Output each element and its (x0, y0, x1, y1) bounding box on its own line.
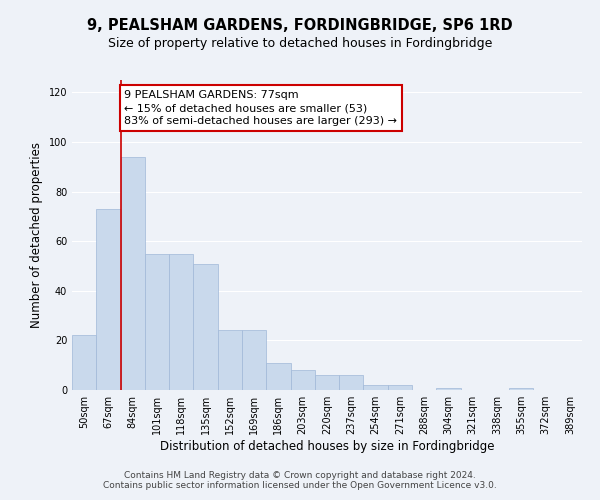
Bar (121, 157, 145, 390)
Text: Size of property relative to detached houses in Fordingbridge: Size of property relative to detached ho… (108, 38, 492, 51)
Bar (388, 385, 412, 390)
Bar (72, 336, 96, 390)
Bar (218, 330, 242, 390)
Bar (193, 264, 218, 390)
Bar (290, 370, 315, 390)
Bar (315, 375, 339, 390)
Bar (145, 254, 169, 390)
Bar (266, 362, 290, 390)
Bar (339, 375, 364, 390)
Bar (242, 330, 266, 390)
Bar (509, 388, 533, 390)
Text: 9, PEALSHAM GARDENS, FORDINGBRIDGE, SP6 1RD: 9, PEALSHAM GARDENS, FORDINGBRIDGE, SP6 … (87, 18, 513, 32)
Text: 9 PEALSHAM GARDENS: 77sqm
← 15% of detached houses are smaller (53)
83% of semi-: 9 PEALSHAM GARDENS: 77sqm ← 15% of detac… (124, 90, 397, 126)
Bar (436, 388, 461, 390)
Y-axis label: Number of detached properties: Number of detached properties (30, 142, 43, 328)
Bar (364, 385, 388, 390)
Bar (96, 209, 121, 390)
Text: Contains HM Land Registry data © Crown copyright and database right 2024.
Contai: Contains HM Land Registry data © Crown c… (103, 470, 497, 490)
X-axis label: Distribution of detached houses by size in Fordingbridge: Distribution of detached houses by size … (160, 440, 494, 453)
Bar (169, 254, 193, 390)
